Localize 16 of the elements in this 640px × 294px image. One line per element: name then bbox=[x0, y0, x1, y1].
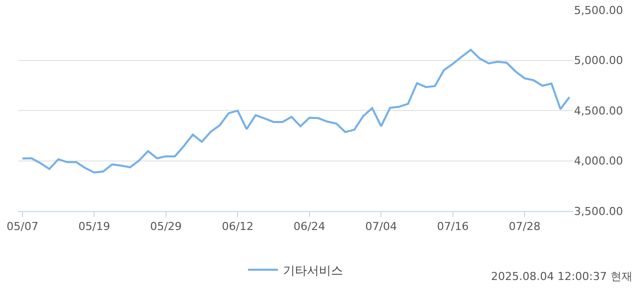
y-tick-label: 5,500.00 bbox=[574, 4, 623, 17]
x-tick-label: 07/16 bbox=[437, 220, 469, 234]
x-tick-label: 05/29 bbox=[150, 220, 182, 234]
y-tick-label: 4,500.00 bbox=[574, 104, 623, 118]
legend-label: 기타서비스 bbox=[283, 263, 343, 278]
y-tick-label: 3,500.00 bbox=[574, 204, 623, 218]
y-tick-label: 5,000.00 bbox=[574, 54, 623, 68]
x-tick-label: 06/12 bbox=[222, 220, 254, 234]
y-tick-label: 4,000.00 bbox=[574, 154, 623, 168]
x-tick-label: 07/28 bbox=[508, 220, 540, 234]
text: 2025.08.04 12:00:37 현재 bbox=[491, 270, 632, 283]
x-tick-label: 06/24 bbox=[294, 220, 326, 234]
line-series bbox=[21, 48, 570, 174]
x-tick-label: 05/19 bbox=[78, 220, 110, 234]
x-tick-label: 07/04 bbox=[365, 220, 397, 234]
x-tick-label: 05/07 bbox=[6, 220, 38, 234]
